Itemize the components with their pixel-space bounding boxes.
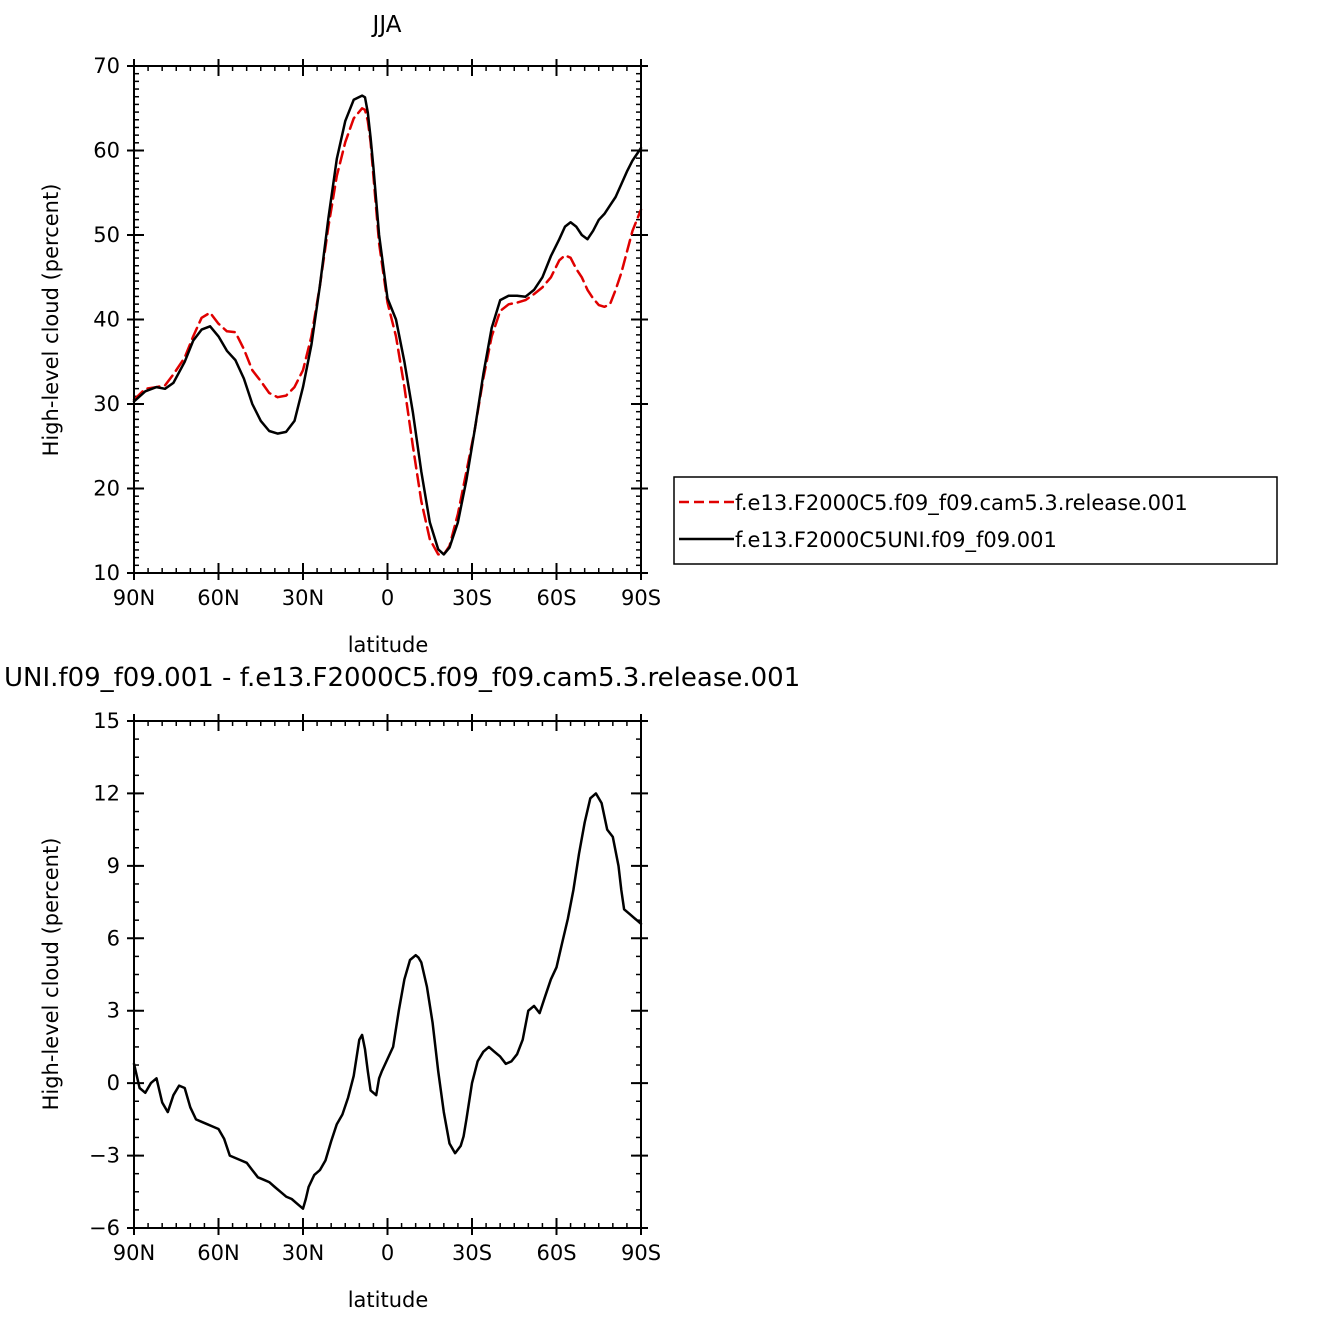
bottom-y-tick-label: 3 — [107, 999, 120, 1023]
top-series-line-2 — [132, 94, 643, 556]
bottom-x-tick-label: 60S — [536, 1241, 576, 1265]
legend-label-series-1: f.e13.F2000C5.f09_f09.cam5.3.release.001 — [735, 491, 1188, 516]
bottom-y-tick-label: 6 — [107, 926, 120, 950]
bottom-x-tick-label: 30N — [282, 1241, 324, 1265]
bottom-series-line-1 — [132, 792, 643, 1210]
top-panel-title: JJA — [371, 12, 402, 38]
bottom-x-axis-title: latitude — [348, 1288, 429, 1312]
legend-label-series-2: f.e13.F2000C5UNI.f09_f09.001 — [735, 528, 1057, 553]
bottom-y-tick-label: 9 — [107, 854, 120, 878]
top-series-line-1 — [132, 107, 643, 556]
bottom-y-tick-label: 12 — [93, 781, 120, 805]
bottom-x-tick-label: 90N — [113, 1241, 155, 1265]
bottom-panel: UNI.f09_f09.001 - f.e13.F2000C5.f09_f09.… — [4, 663, 800, 1312]
top-y-tick-label: 70 — [93, 54, 120, 78]
bottom-panel-title: UNI.f09_f09.001 - f.e13.F2000C5.f09_f09.… — [4, 663, 800, 693]
bottom-plot-area: 90N 60N 30N 0 30S 60S 90S −6 −3 0 3 6 9 12 15 — [89, 709, 661, 1265]
top-x-axis-title: latitude — [348, 633, 429, 657]
bottom-y-tick-label: 0 — [107, 1071, 120, 1095]
top-y-axis-title: High-level cloud (percent) — [39, 184, 63, 457]
top-y-tick-label: 30 — [93, 392, 120, 416]
bottom-x-tick-label: 90S — [621, 1241, 661, 1265]
top-plot-area: 90N 60N 30N 0 30S 60S 90S 10 20 30 40 50 60 70 — [93, 54, 661, 610]
top-x-tick-label: 90S — [621, 586, 661, 610]
top-y-tick-label: 50 — [93, 223, 120, 247]
bottom-y-tick-label: −6 — [89, 1216, 120, 1240]
top-x-tick-label: 0 — [381, 586, 394, 610]
bottom-plot-frame — [133, 720, 642, 1229]
top-y-tick-label: 40 — [93, 308, 120, 332]
legend: f.e13.F2000C5.f09_f09.cam5.3.release.001… — [673, 476, 1278, 565]
top-panel: JJA 90N 60N 30N 0 30S 60S 90S 10 20 30 40 50 60 70 la… — [39, 12, 661, 657]
top-y-tick-label: 60 — [93, 139, 120, 163]
top-y-tick-label: 10 — [93, 561, 120, 585]
bottom-x-tick-label: 30S — [452, 1241, 492, 1265]
legend-box — [673, 476, 1278, 565]
top-plot-frame — [133, 65, 642, 574]
top-x-tick-label: 30S — [452, 586, 492, 610]
bottom-y-tick-label: −3 — [89, 1144, 120, 1168]
bottom-y-tick-label: 15 — [93, 709, 120, 733]
top-x-tick-label: 90N — [113, 586, 155, 610]
bottom-y-axis-title: High-level cloud (percent) — [39, 838, 63, 1111]
top-y-tick-label: 20 — [93, 477, 120, 501]
top-x-tick-label: 30N — [282, 586, 324, 610]
bottom-x-tick-label: 0 — [381, 1241, 394, 1265]
bottom-x-tick-label: 60N — [197, 1241, 239, 1265]
top-x-tick-label: 60S — [536, 586, 576, 610]
top-x-tick-label: 60N — [197, 586, 239, 610]
